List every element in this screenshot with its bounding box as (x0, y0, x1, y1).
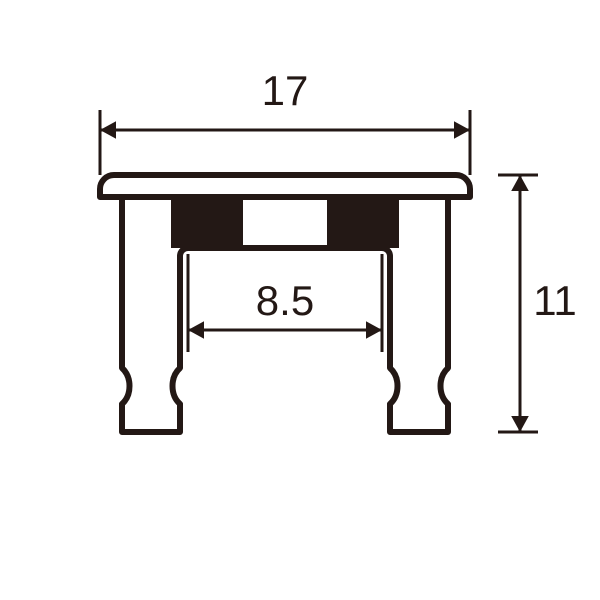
dim-17-arrow-right (454, 121, 470, 139)
dim-11-arrow-top (511, 175, 529, 191)
dim-11-label: 11 (533, 277, 577, 324)
dim-8p5-arrow-right (366, 321, 382, 339)
black-tab-left (171, 197, 243, 248)
black-tab-right (327, 197, 399, 248)
dim-17-arrow-left (100, 121, 116, 139)
technical-drawing: 17 8.5 11 (0, 0, 600, 600)
dim-17-label: 17 (262, 67, 309, 114)
dim-8p5-label: 8.5 (256, 277, 314, 324)
dim-8p5-arrow-left (188, 321, 204, 339)
dim-11-arrow-bottom (511, 416, 529, 432)
